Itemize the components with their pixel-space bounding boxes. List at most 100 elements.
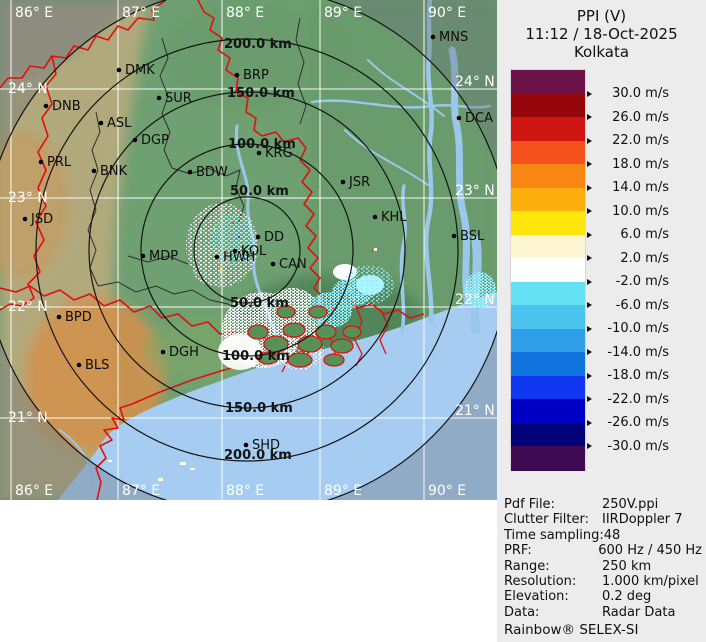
radar-map-canvas: 200.0 km 150.0 km 100.0 km 50.0 km 50.0 km 10… [0,0,511,514]
station-label: CAN [279,257,307,272]
station-label: KHL [381,210,407,225]
tick-arrow-icon [587,208,592,215]
colorbar-tick-label: -18.0 m/s [607,368,669,384]
station-dot [38,159,44,165]
lat-label-left: 24° N [8,81,48,97]
colorbar-band [511,446,585,471]
scan-metadata: Pdf File: 250V.ppi Clutter Filter: IIRDoppl… [504,497,702,639]
station-dot [43,103,49,109]
colorbar-tick-label: -14.0 m/s [607,344,669,360]
colorbar-band [511,117,585,142]
colorbar-tick-label: -10.0 m/s [607,321,669,337]
station-dot [243,442,249,448]
tick-arrow-icon [587,184,592,191]
colorbar-tick-label: -2.0 m/s [615,274,669,290]
colorbar-tick: 10.0 m/s [587,202,669,220]
colorbar-tick-label: 30.0 m/s [612,86,669,102]
range-ring [88,91,406,409]
metadata-label: Resolution: [504,574,577,590]
metadata-row: Resolution: 1.000 km/pixel [504,574,702,589]
colorbar-tick: 30.0 m/s [587,85,669,103]
colorbar-tick: 14.0 m/s [587,179,669,197]
station-label: ASL [107,116,132,131]
station-label: JSR [348,175,370,190]
tick-arrow-icon [587,396,592,403]
station-dot [255,234,261,240]
metadata-row: Elevation: 0.2 deg [504,589,702,604]
island-layer [247,305,362,368]
graticule-label-layer: 86° E 86° E 87° E 87° E 88° E 88° E 89° E 89° E… [8,5,495,499]
colorbar-tick: -14.0 m/s [587,343,669,361]
station-dot [214,254,220,260]
colorbar-band [511,328,585,353]
station-label: DGP [141,133,169,148]
station-dot [22,216,28,222]
colorbar-tick: -22.0 m/s [587,390,669,408]
range-ring-label: 50.0 km [230,296,289,311]
station-label: KOL [241,244,267,259]
station-dot [91,168,97,174]
lon-label-bottom: 86° E [15,483,53,499]
metadata-value: 250 km [602,558,652,574]
station-label: SHD [252,438,280,453]
range-ring-label: 200.0 km [224,448,292,463]
metadata-value: 250V.ppi [602,497,659,512]
station-label: MNS [439,30,468,45]
station-dot [340,179,346,185]
colorbar-tick: 22.0 m/s [587,132,669,150]
station-label: BLS [85,358,109,373]
tick-arrow-icon [587,161,592,168]
lat-label-right: 22° N [455,292,495,308]
metadata-label: Range: [504,558,550,574]
lon-label-top: 86° E [15,5,53,21]
tick-arrow-icon [587,349,592,356]
range-ring-label: 100.0 km [222,349,290,364]
metadata-row: Time sampling:48 [504,528,702,543]
echo-specks [200,222,246,272]
metadata-label: Time sampling:48 [504,527,621,543]
station-dot [456,115,462,121]
tick-arrow-icon [587,90,592,97]
lon-label-bottom: 90° E [428,483,466,499]
station-label: JSD [30,212,53,227]
tick-arrow-icon [587,114,592,121]
range-ring-label: 150.0 km [225,401,293,416]
station-dot [430,34,436,40]
colorbar-tick-label: 26.0 m/s [612,109,669,125]
lat-label-left: 22° N [8,299,48,315]
station-label: BPD [65,310,92,325]
range-ring-label: 150.0 km [227,86,295,101]
station-dot [98,120,104,126]
range-ring [193,196,301,304]
info-panel: PPI (V) 11:12 / 18-Oct-2025 Kolkata 30.0… [497,0,706,642]
metadata-row: Clutter Filter: IIRDoppler 7 [504,512,702,527]
colorbar-band [511,422,585,448]
tick-arrow-icon [587,325,592,332]
station-dot [187,169,193,175]
colorbar-band [511,234,585,259]
metadata-row: PRF: 600 Hz / 450 Hz [504,543,702,558]
terrain-layer [0,0,497,500]
station-label: SUR [165,91,192,106]
colorbar-band [511,211,585,236]
brand-footer: Rainbow® SELEX-SI [504,622,639,639]
metadata-label: PRF: [504,543,532,559]
station-dot [160,349,166,355]
colorbar-tick: -30.0 m/s [587,437,669,455]
station-dot [372,214,378,220]
station-label: BNK [100,164,128,179]
colorbar-band [511,187,585,212]
colorbar-tick: -2.0 m/s [587,273,669,291]
colorbar-tick: 26.0 m/s [587,108,669,126]
tick-arrow-icon [587,419,592,426]
colorbar-band [511,305,585,330]
station-label: HWH [223,250,255,265]
metadata-value: IIRDoppler 7 [602,512,683,528]
colorbar-band [511,93,585,118]
colorbar-tick-label: -30.0 m/s [607,438,669,454]
colorbar-tick: -10.0 m/s [587,320,669,338]
station-dot [270,261,276,267]
station-dot [256,150,262,156]
metadata-label: Data: [504,604,540,620]
colorbar-tick: -6.0 m/s [587,296,669,314]
